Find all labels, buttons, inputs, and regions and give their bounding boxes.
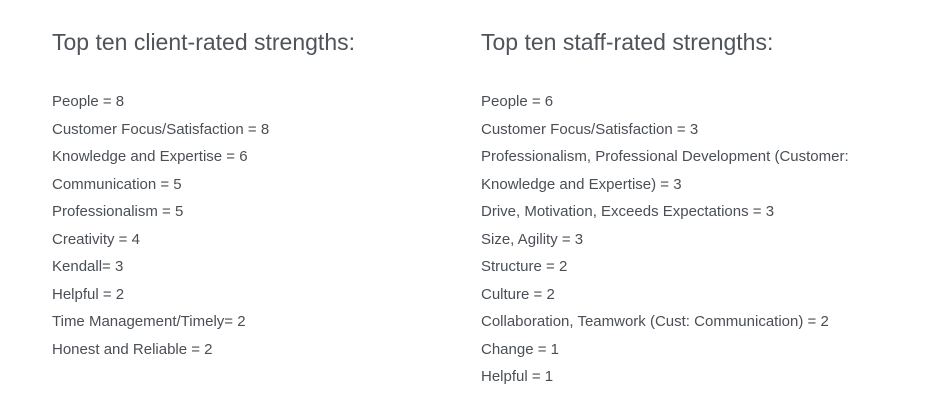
client-strength-item: Communication = 5 [52, 175, 182, 193]
client-strength-item: Knowledge and Expertise = 6 [52, 148, 248, 165]
staff-strength-item: Size, Agility = 3 [481, 230, 584, 248]
staff-strengths-column: Top ten staff-rated strengths: People = … [481, 28, 911, 385]
staff-strengths-list: People = 6 Customer Focus/Satisfaction =… [481, 88, 849, 391]
client-strengths-heading: Top ten client-rated strengths: [52, 29, 355, 55]
staff-strength-item: Helpful = 1 [481, 368, 554, 385]
staff-strength-item: Collaboration, Teamwork (Cust: Communica… [481, 313, 829, 330]
staff-strength-item: Drive, Motivation, Exceeds Expectations … [481, 203, 775, 220]
client-strength-item: Honest and Reliable = 2 [52, 340, 213, 358]
client-strength-item: Customer Focus/Satisfaction = 8 [52, 120, 270, 138]
staff-strength-item: Customer Focus/Satisfaction = 3 [481, 120, 699, 138]
client-strength-item: Time Management/Timely= 2 [52, 313, 246, 330]
staff-strengths-heading: Top ten staff-rated strengths: [481, 29, 774, 55]
client-strength-item: Professionalism = 5 [52, 203, 184, 220]
staff-strength-item: People = 6 [481, 93, 554, 110]
client-strength-item: People = 8 [52, 93, 125, 110]
client-strengths-column: Top ten client-rated strengths: People =… [52, 28, 452, 358]
client-strength-item: Creativity = 4 [52, 230, 140, 248]
client-strengths-list: People = 8 Customer Focus/Satisfaction =… [52, 88, 269, 363]
staff-strength-item: Structure = 2 [481, 258, 568, 275]
client-strength-item: Kendall= 3 [52, 258, 124, 275]
staff-strength-item: Culture = 2 [481, 285, 555, 303]
staff-strength-item: Change = 1 [481, 340, 559, 358]
client-strength-item: Helpful = 2 [52, 285, 125, 303]
staff-strength-item: Professionalism, Professional Developmen… [481, 148, 849, 165]
staff-strength-item: Knowledge and Expertise) = 3 [481, 175, 682, 193]
